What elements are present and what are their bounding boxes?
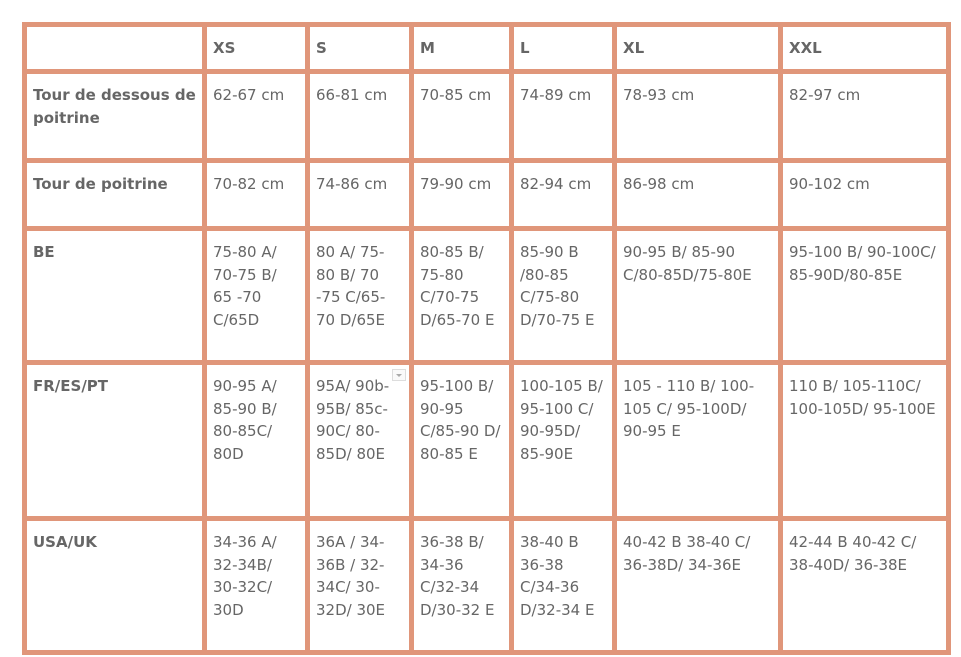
cell-m: 79-90 cm [409, 158, 514, 231]
table-row: Tour de dessous de poitrine 62-67 cm 66-81… [22, 69, 951, 163]
table-row: BE 75-80 A/ 70-75 B/ 65 -70 C/65D 80 A/ 75… [22, 226, 951, 365]
cell-value: 42-44 B 40-42 C/ 38-40D/ 36-38E [789, 533, 917, 574]
cell-value: 86-98 cm [623, 175, 695, 193]
cell-value: 70-85 cm [420, 86, 492, 104]
cell-value: 66-81 cm [316, 86, 388, 104]
chevron-down-icon[interactable] [392, 369, 406, 381]
cell-value: 75-80 A/ 70-75 B/ 65 -70 C/65D [213, 243, 277, 329]
cell-value: 110 B/ 105-110C/ 100-105D/ 95-100E [789, 377, 936, 418]
cell-value: 40-42 B 38-40 C/ 36-38D/ 34-36E [623, 533, 751, 574]
cell-value: 70-82 cm [213, 175, 285, 193]
cell-s: 66-81 cm [305, 69, 414, 163]
cell-value: 38-40 B 36-38 C/34-36 D/32-34 E [520, 533, 595, 619]
size-chart-table: XS S M L XL XXL Tour de dessous de poitr… [22, 22, 951, 655]
cell-value: 80 A/ 75-80 B/ 70 -75 C/65-70 D/65E [316, 243, 386, 329]
row-label: BE [22, 226, 207, 365]
cell-s: 95A/ 90b-95B/ 85c-90C/ 80-85D/ 80E [305, 360, 414, 521]
cell-m: 36-38 B/ 34-36 C/32-34 D/30-32 E [409, 516, 514, 655]
cell-xxl: 95-100 B/ 90-100C/ 85-90D/80-85E [778, 226, 951, 365]
cell-xxl: 82-97 cm [778, 69, 951, 163]
row-label: Tour de dessous de poitrine [22, 69, 207, 163]
table-row: Tour de poitrine 70-82 cm 74-86 cm 79-90 cm… [22, 158, 951, 231]
cell-l: 38-40 B 36-38 C/34-36 D/32-34 E [509, 516, 617, 655]
table-row: FR/ES/PT 90-95 A/ 85-90 B/ 80-85C/ 80D 95A… [22, 360, 951, 521]
cell-value: 78-93 cm [623, 86, 695, 104]
cell-value: 82-94 cm [520, 175, 592, 193]
cell-xxl: 42-44 B 40-42 C/ 38-40D/ 36-38E [778, 516, 951, 655]
cell-m: 95-100 B/ 90-95 C/85-90 D/ 80-85 E [409, 360, 514, 521]
header-corner [22, 22, 207, 74]
header-l: L [509, 22, 617, 74]
cell-value: 95-100 B/ 90-95 C/85-90 D/ 80-85 E [420, 377, 501, 463]
header-xxl: XXL [778, 22, 951, 74]
cell-xs: 70-82 cm [202, 158, 310, 231]
cell-xl: 78-93 cm [612, 69, 783, 163]
cell-value: 62-67 cm [213, 86, 285, 104]
cell-xs: 90-95 A/ 85-90 B/ 80-85C/ 80D [202, 360, 310, 521]
cell-value: 85-90 B /80-85 C/75-80 D/70-75 E [520, 243, 595, 329]
header-row: XS S M L XL XXL [22, 22, 951, 74]
cell-value: 74-86 cm [316, 175, 388, 193]
cell-xs: 75-80 A/ 70-75 B/ 65 -70 C/65D [202, 226, 310, 365]
row-label: FR/ES/PT [22, 360, 207, 521]
cell-value: 80-85 B/ 75-80 C/70-75 D/65-70 E [420, 243, 495, 329]
cell-s: 36A / 34-36B / 32-34C/ 30-32D/ 30E [305, 516, 414, 655]
cell-value: 82-97 cm [789, 86, 861, 104]
cell-s: 74-86 cm [305, 158, 414, 231]
cell-xs: 62-67 cm [202, 69, 310, 163]
cell-value: 95-100 B/ 90-100C/ 85-90D/80-85E [789, 243, 936, 284]
row-label: Tour de poitrine [22, 158, 207, 231]
cell-value: 100-105 B/ 95-100 C/ 90-95D/ 85-90E [520, 377, 603, 463]
cell-value: 105 - 110 B/ 100-105 C/ 95-100D/ 90-95 E [623, 377, 755, 440]
cell-value: 36A / 34-36B / 32-34C/ 30-32D/ 30E [316, 533, 386, 619]
cell-xl: 90-95 B/ 85-90 C/80-85D/75-80E [612, 226, 783, 365]
cell-l: 82-94 cm [509, 158, 617, 231]
cell-l: 100-105 B/ 95-100 C/ 90-95D/ 85-90E [509, 360, 617, 521]
cell-value: 74-89 cm [520, 86, 592, 104]
cell-value: 90-95 A/ 85-90 B/ 80-85C/ 80D [213, 377, 277, 463]
cell-l: 85-90 B /80-85 C/75-80 D/70-75 E [509, 226, 617, 365]
table-row: USA/UK 34-36 A/ 32-34B/ 30-32C/ 30D 36A / … [22, 516, 951, 655]
header-m: M [409, 22, 514, 74]
cell-xl: 105 - 110 B/ 100-105 C/ 95-100D/ 90-95 E [612, 360, 783, 521]
header-xs: XS [202, 22, 310, 74]
row-label: USA/UK [22, 516, 207, 655]
cell-xxl: 90-102 cm [778, 158, 951, 231]
cell-xxl: 110 B/ 105-110C/ 100-105D/ 95-100E [778, 360, 951, 521]
cell-xl: 40-42 B 38-40 C/ 36-38D/ 34-36E [612, 516, 783, 655]
cell-xl: 86-98 cm [612, 158, 783, 231]
cell-m: 70-85 cm [409, 69, 514, 163]
header-xl: XL [612, 22, 783, 74]
cell-xs: 34-36 A/ 32-34B/ 30-32C/ 30D [202, 516, 310, 655]
cell-value: 79-90 cm [420, 175, 492, 193]
cell-value: 90-95 B/ 85-90 C/80-85D/75-80E [623, 243, 752, 284]
cell-m: 80-85 B/ 75-80 C/70-75 D/65-70 E [409, 226, 514, 365]
cell-value: 90-102 cm [789, 175, 870, 193]
cell-value: 34-36 A/ 32-34B/ 30-32C/ 30D [213, 533, 277, 619]
header-s: S [305, 22, 414, 74]
cell-l: 74-89 cm [509, 69, 617, 163]
cell-s: 80 A/ 75-80 B/ 70 -75 C/65-70 D/65E [305, 226, 414, 365]
cell-value: 95A/ 90b-95B/ 85c-90C/ 80-85D/ 80E [316, 377, 390, 463]
cell-value: 36-38 B/ 34-36 C/32-34 D/30-32 E [420, 533, 495, 619]
